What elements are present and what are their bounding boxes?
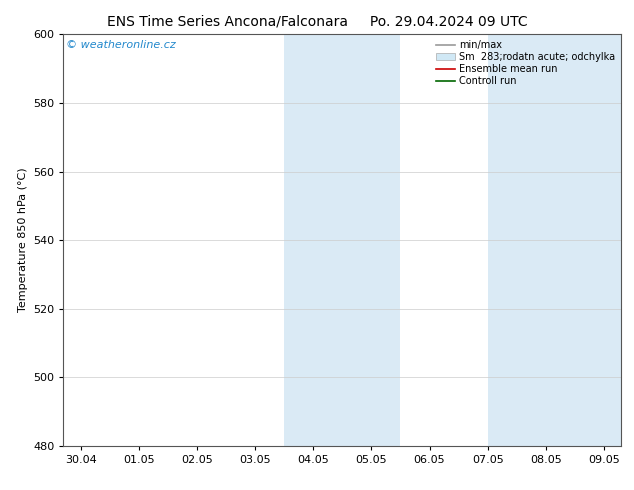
Bar [488, 34, 621, 446]
Bar [284, 34, 401, 446]
Legend: min/max, Sm  283;rodatn acute; odchylka, Ensemble mean run, Controll run: min/max, Sm 283;rodatn acute; odchylka, … [433, 37, 618, 89]
Text: © weatheronline.cz: © weatheronline.cz [66, 41, 176, 50]
Text: ENS Time Series Ancona/Falconara     Po. 29.04.2024 09 UTC: ENS Time Series Ancona/Falconara Po. 29.… [107, 15, 527, 29]
Y-axis label: Temperature 850 hPa (°C): Temperature 850 hPa (°C) [18, 168, 27, 313]
